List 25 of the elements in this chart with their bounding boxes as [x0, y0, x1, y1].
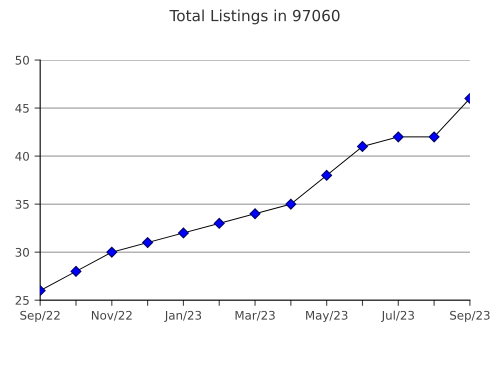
y-tick-label: 40: [15, 152, 29, 161]
point: [142, 237, 154, 248]
chart-title: Total Listings in 97060: [169, 10, 340, 24]
point: [106, 246, 118, 258]
point: [428, 131, 440, 142]
y-tick-label: 50: [16, 56, 29, 65]
x-tick-label: Jul/23: [381, 310, 414, 322]
point: [321, 170, 332, 181]
point: [178, 227, 189, 238]
x-tick-label: May/23: [306, 310, 348, 322]
point: [214, 218, 225, 229]
y-tick-label: 45: [15, 104, 29, 113]
x-tick-label: Sep/22: [20, 310, 60, 322]
point: [285, 198, 296, 210]
point: [392, 131, 404, 142]
y-tick-label: 25: [16, 296, 29, 305]
point: [70, 266, 82, 277]
x-tick-label: Mar/23: [236, 310, 275, 321]
x-tick-label: Nov/22: [92, 310, 132, 321]
x-tick-label: Jan/23: [164, 310, 202, 322]
x-tick-label: Sep/23: [450, 310, 490, 322]
y-tick-label: 30: [16, 248, 29, 257]
point: [357, 141, 368, 152]
point: [250, 208, 261, 220]
y-tick-label: 35: [16, 200, 29, 209]
